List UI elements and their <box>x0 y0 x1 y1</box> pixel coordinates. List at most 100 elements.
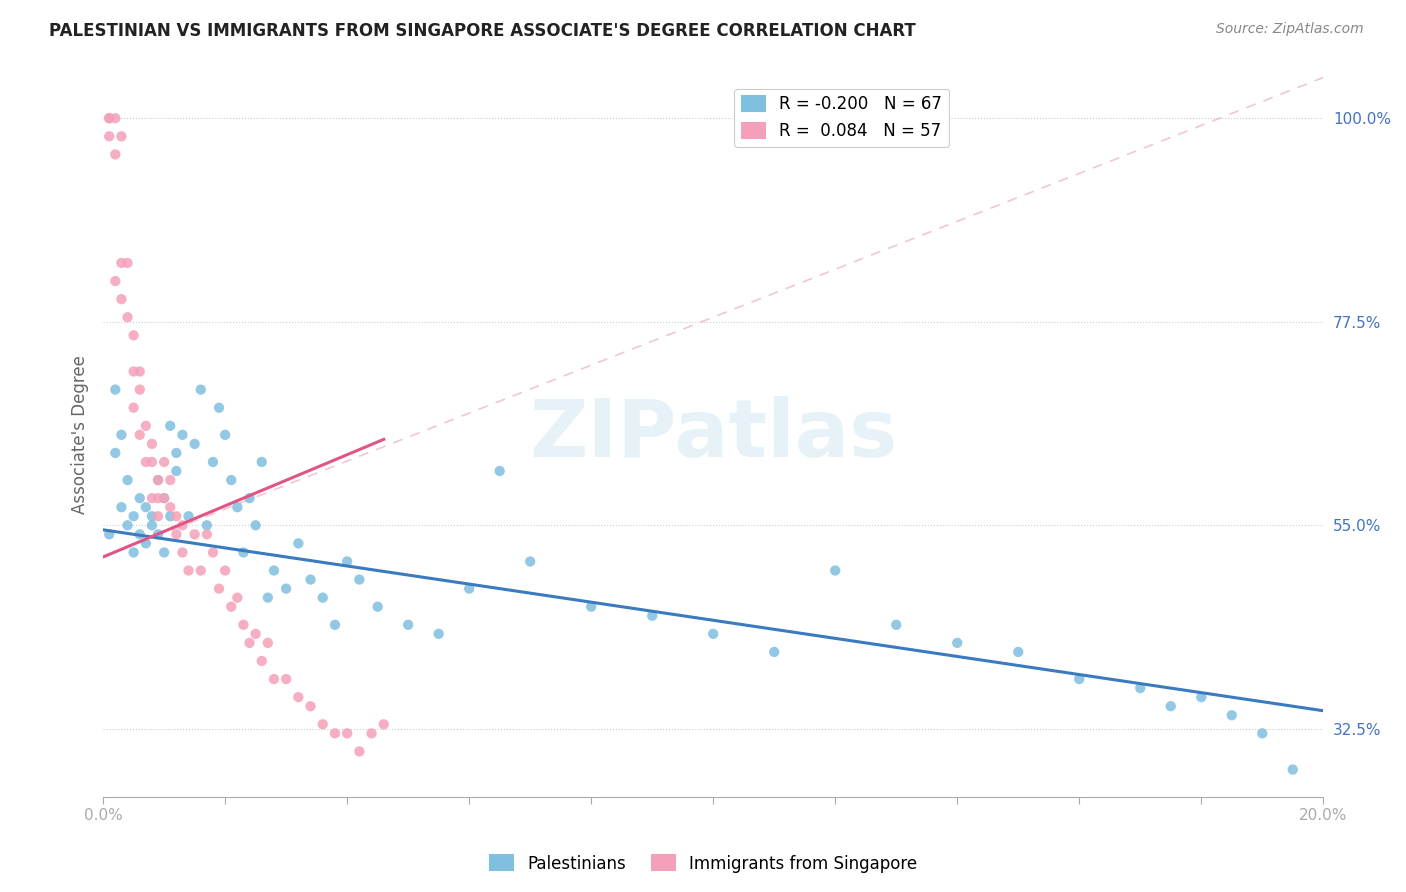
Point <box>1251 726 1274 740</box>
Point <box>104 446 127 460</box>
Point <box>128 527 150 541</box>
Text: PALESTINIAN VS IMMIGRANTS FROM SINGAPORE ASSOCIATE'S DEGREE CORRELATION CHART: PALESTINIAN VS IMMIGRANTS FROM SINGAPORE… <box>49 22 915 40</box>
Point <box>702 627 724 641</box>
Point <box>287 690 309 705</box>
Point <box>458 582 481 596</box>
Point <box>579 599 602 614</box>
Point <box>287 536 309 550</box>
Point <box>135 455 157 469</box>
Point <box>104 383 127 397</box>
Point <box>208 401 231 415</box>
Point <box>177 509 200 524</box>
Point <box>299 699 322 714</box>
Point <box>110 292 132 306</box>
Point <box>245 518 267 533</box>
Point <box>336 726 359 740</box>
Point <box>141 491 163 505</box>
Point <box>146 527 169 541</box>
Point <box>153 455 176 469</box>
Point <box>263 564 285 578</box>
Point <box>312 717 335 731</box>
Point <box>946 636 969 650</box>
Point <box>201 455 224 469</box>
Point <box>159 473 181 487</box>
Legend: Palestinians, Immigrants from Singapore: Palestinians, Immigrants from Singapore <box>482 847 924 880</box>
Point <box>250 455 273 469</box>
Point <box>146 473 169 487</box>
Point <box>232 545 254 559</box>
Point <box>135 418 157 433</box>
Point <box>312 591 335 605</box>
Point <box>763 645 786 659</box>
Point <box>153 491 176 505</box>
Point <box>1281 763 1303 777</box>
Point <box>195 518 218 533</box>
Point <box>373 717 395 731</box>
Point <box>141 518 163 533</box>
Point <box>232 617 254 632</box>
Point <box>128 491 150 505</box>
Point <box>104 274 127 288</box>
Point <box>159 509 181 524</box>
Point <box>201 545 224 559</box>
Point <box>165 527 187 541</box>
Point <box>110 256 132 270</box>
Point <box>98 527 121 541</box>
Point <box>349 573 371 587</box>
Point <box>146 473 169 487</box>
Point <box>1007 645 1029 659</box>
Point <box>238 491 260 505</box>
Point <box>1160 699 1182 714</box>
Point <box>128 383 150 397</box>
Point <box>135 500 157 515</box>
Point <box>641 608 664 623</box>
Point <box>172 518 194 533</box>
Point <box>245 627 267 641</box>
Point <box>117 518 139 533</box>
Point <box>128 364 150 378</box>
Point <box>238 636 260 650</box>
Point <box>172 427 194 442</box>
Y-axis label: Associate's Degree: Associate's Degree <box>72 355 89 515</box>
Point <box>110 427 132 442</box>
Point <box>141 437 163 451</box>
Point <box>135 536 157 550</box>
Point <box>226 591 249 605</box>
Point <box>165 446 187 460</box>
Point <box>219 473 242 487</box>
Point <box>165 509 187 524</box>
Point <box>1220 708 1243 723</box>
Point <box>1129 681 1152 695</box>
Point <box>884 617 907 632</box>
Point <box>177 564 200 578</box>
Point <box>219 599 242 614</box>
Point <box>146 491 169 505</box>
Point <box>263 672 285 686</box>
Point <box>824 564 846 578</box>
Point <box>117 473 139 487</box>
Point <box>190 564 212 578</box>
Point <box>141 509 163 524</box>
Point <box>349 744 371 758</box>
Point <box>323 617 346 632</box>
Point <box>122 401 145 415</box>
Point <box>336 554 359 568</box>
Point <box>519 554 541 568</box>
Point <box>141 455 163 469</box>
Point <box>98 112 121 126</box>
Point <box>276 582 298 596</box>
Point <box>122 364 145 378</box>
Point <box>122 328 145 343</box>
Point <box>190 383 212 397</box>
Point <box>104 112 127 126</box>
Point <box>396 617 419 632</box>
Point <box>214 427 236 442</box>
Point <box>117 310 139 325</box>
Point <box>257 591 280 605</box>
Point <box>110 129 132 144</box>
Point <box>208 582 231 596</box>
Text: ZIPatlas: ZIPatlas <box>529 396 897 474</box>
Point <box>146 509 169 524</box>
Point <box>1189 690 1212 705</box>
Point <box>172 545 194 559</box>
